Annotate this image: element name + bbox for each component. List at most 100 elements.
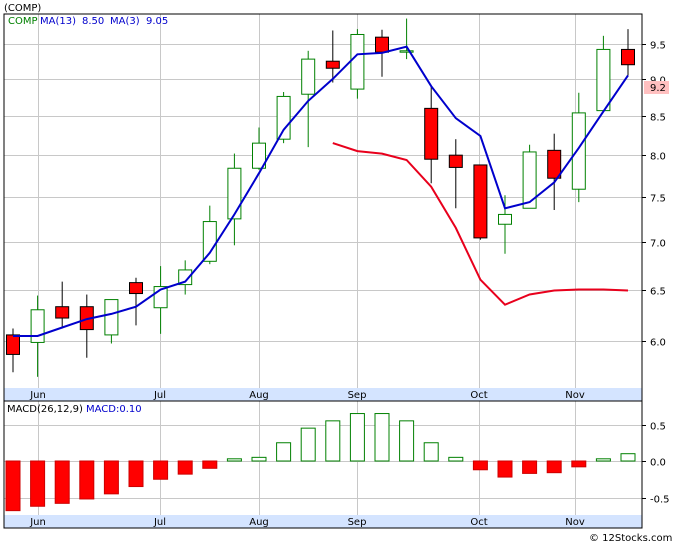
- macd-bar-positive: [349, 413, 365, 462]
- candle: [178, 260, 193, 295]
- price-legend: COMP MA(13) 8.50 MA(3) 9.05: [8, 16, 168, 27]
- price-tick-label: 7.5: [650, 194, 666, 205]
- macd-label: MACD(26,12,9): [7, 404, 83, 415]
- macd-bar-negative: [202, 460, 218, 469]
- candle-body-up: [301, 58, 316, 95]
- candle-body-up: [399, 50, 414, 53]
- macd-bar-negative: [153, 460, 169, 480]
- macd-bar-negative: [5, 460, 21, 512]
- macd-bar-negative: [497, 460, 513, 478]
- macd-bar-negative: [30, 460, 46, 507]
- month-axis-labels: Jun Jul Aug Sep Oct Nov: [29, 390, 585, 401]
- ma3-line: [13, 45, 629, 337]
- candle: [55, 281, 70, 329]
- macd-bars: [5, 413, 636, 512]
- macd-bar-negative: [128, 460, 144, 488]
- candle: [252, 127, 266, 170]
- candle: [129, 277, 143, 326]
- candle: [473, 164, 488, 240]
- candle: [522, 144, 537, 209]
- macd-bar-positive: [226, 458, 242, 462]
- candle: [227, 153, 242, 246]
- candle-body-up: [522, 151, 537, 209]
- macd-bar-positive: [620, 453, 636, 462]
- price-tick-label: 9.5: [650, 41, 666, 52]
- candle: [350, 29, 365, 99]
- candle-body-down: [621, 48, 635, 66]
- candle-body-up: [202, 221, 217, 262]
- macd-month-label: Sep: [348, 517, 367, 528]
- candle: [276, 92, 291, 144]
- macd-bar-negative: [546, 460, 562, 474]
- candle: [301, 50, 316, 148]
- month-label: Oct: [470, 390, 487, 401]
- price-tick-label: 7.0: [650, 239, 666, 250]
- chart-title: (COMP): [4, 3, 41, 14]
- macd-bar-negative: [177, 460, 193, 475]
- candle-body-up: [30, 309, 45, 343]
- candle-body-up: [252, 142, 266, 169]
- candle: [325, 30, 340, 83]
- candle-body-up: [498, 213, 512, 225]
- last-price-tag: [644, 81, 669, 94]
- candle-body-down: [424, 107, 439, 160]
- month-axis-labels-macd: Jun Jul Aug Sep Oct Nov: [29, 517, 585, 528]
- macd-tick-label: 0.0: [650, 458, 666, 469]
- candle-body-up: [178, 269, 193, 286]
- candle: [399, 18, 414, 60]
- macd-tick-label: -0.5: [650, 495, 670, 506]
- month-label: Aug: [249, 390, 269, 401]
- macd-bar-positive: [448, 456, 464, 462]
- last-price-tag-text: 9.2: [650, 83, 666, 94]
- price-tick-label: 6.0: [650, 338, 666, 349]
- candle: [104, 299, 119, 344]
- macd-bar-positive: [276, 442, 292, 462]
- candle-body-up: [350, 33, 365, 90]
- macd-axis-labels: 0.5 0.0 -0.5: [642, 422, 670, 506]
- moving-average-lines: [13, 45, 629, 337]
- price-candles: [6, 18, 635, 377]
- candle-body-down: [55, 306, 70, 319]
- candle: [448, 139, 463, 209]
- candle: [6, 328, 20, 373]
- macd-bar-positive: [325, 420, 341, 462]
- macd-bar-positive: [251, 456, 267, 462]
- price-tick-label: 8.5: [650, 113, 666, 124]
- macd-bar-positive: [374, 413, 390, 462]
- candle: [547, 133, 562, 211]
- month-axis-band-macd: [4, 515, 642, 528]
- candle-body-up: [104, 299, 119, 336]
- macd-bar-negative: [571, 460, 587, 468]
- candle: [621, 29, 635, 76]
- macd-bar-negative: [54, 460, 70, 504]
- macd-value: MACD:0.10: [86, 404, 142, 415]
- macd-bar-positive: [423, 442, 439, 462]
- legend-ma13-value: 8.50: [82, 16, 104, 27]
- macd-month-label: Aug: [249, 517, 269, 528]
- month-label: Jun: [29, 390, 46, 401]
- macd-month-label: Nov: [565, 517, 585, 528]
- macd-bar-positive: [399, 420, 415, 462]
- month-label: Sep: [348, 390, 367, 401]
- candle: [596, 35, 611, 113]
- candle-body-down: [129, 282, 143, 295]
- watermark: © 12Stocks.com: [589, 533, 672, 544]
- candle-body-up: [571, 112, 586, 190]
- macd-bar-positive: [300, 427, 316, 462]
- ma13-line: [332, 142, 629, 306]
- legend-ma13-label: MA(13): [40, 16, 76, 27]
- macd-bar-negative: [79, 460, 95, 500]
- legend-ma3-value: 9.05: [146, 16, 168, 27]
- macd-bar-negative: [472, 460, 488, 471]
- macd-month-label: Jun: [29, 517, 46, 528]
- macd-month-label: Oct: [470, 517, 487, 528]
- candle: [424, 86, 439, 184]
- candle-body-down: [6, 334, 20, 355]
- month-label: Jul: [153, 390, 166, 401]
- candle-body-up: [227, 167, 242, 220]
- legend-ma3-label: MA(3): [110, 16, 140, 27]
- month-label: Nov: [565, 390, 585, 401]
- macd-panel-frame: [3, 400, 643, 529]
- price-tick-label: 8.0: [650, 152, 666, 163]
